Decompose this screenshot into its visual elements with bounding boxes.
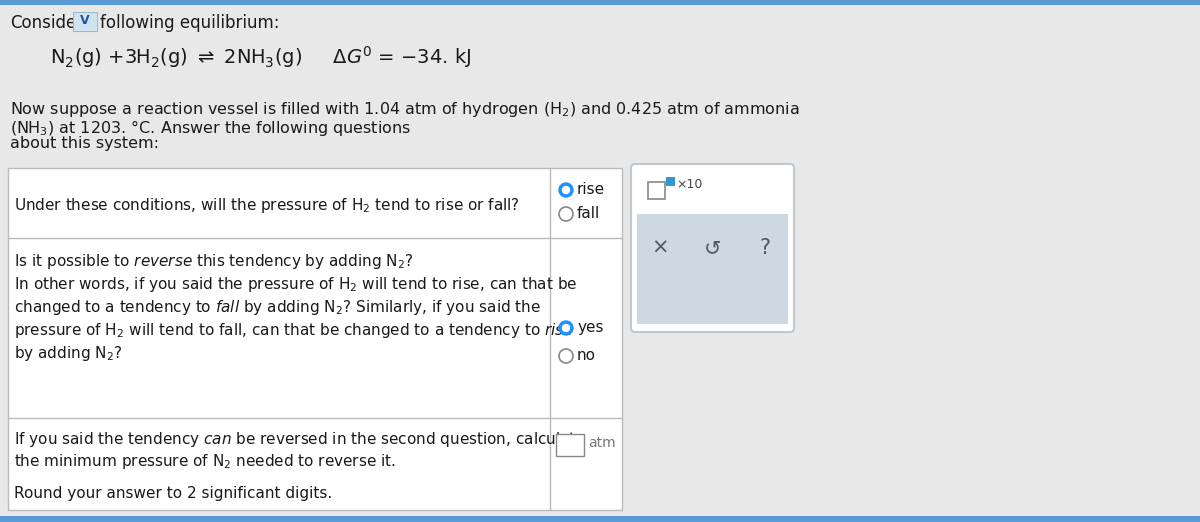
Text: no: no [577,348,596,363]
Circle shape [559,183,574,197]
Text: following equilibrium:: following equilibrium: [100,14,280,32]
Bar [556,434,584,456]
Text: pressure of H$_2$ will tend to fall, can that be changed to a tendency to $\it{r: pressure of H$_2$ will tend to fall, can… [14,321,574,340]
Circle shape [559,321,574,335]
Bar [8,168,622,510]
Text: In other words, if you said the pressure of H$_2$ will tend to rise, can that be: In other words, if you said the pressure… [14,275,577,294]
Bar [0,516,1200,522]
Text: the minimum pressure of N$_2$ needed to reverse it.: the minimum pressure of N$_2$ needed to … [14,452,396,471]
Text: Under these conditions, will the pressure of H$_2$ tend to rise or fall?: Under these conditions, will the pressur… [14,196,520,215]
Text: about this system:: about this system: [10,136,158,151]
Text: rise: rise [577,182,605,197]
FancyBboxPatch shape [631,164,794,332]
Text: atm: atm [588,436,616,450]
Text: ?: ? [760,238,770,258]
Text: V: V [80,14,90,27]
Circle shape [563,325,570,331]
Text: yes: yes [577,320,604,335]
Text: by adding N$_2$?: by adding N$_2$? [14,344,122,363]
Circle shape [563,186,570,194]
Text: If you said the tendency $\it{can}$ be reversed in the second question, calculat: If you said the tendency $\it{can}$ be r… [14,430,586,449]
Text: ×: × [652,238,668,258]
FancyBboxPatch shape [73,12,97,31]
Circle shape [559,207,574,221]
Circle shape [559,349,574,363]
Bar [637,214,788,324]
Text: fall: fall [577,206,600,221]
Text: (NH$_3$) at 1203. °C. Answer the following questions: (NH$_3$) at 1203. °C. Answer the followi… [10,118,412,138]
Bar [648,182,665,199]
Text: N$_2$(g) +3H$_2$(g) $\rightleftharpoons$ 2NH$_3$(g)     $\Delta G^0$ = $-$34. kJ: N$_2$(g) +3H$_2$(g) $\rightleftharpoons$… [50,44,472,70]
Text: Now suppose a reaction vessel is filled with 1.04 atm of hydrogen (H$_2$) and 0.: Now suppose a reaction vessel is filled … [10,100,799,119]
Text: ↺: ↺ [704,238,721,258]
Text: Round your answer to 2 significant digits.: Round your answer to 2 significant digit… [14,486,332,501]
Text: Conside: Conside [10,14,77,32]
Text: Is it possible to $\it{reverse}$ this tendency by adding N$_2$?: Is it possible to $\it{reverse}$ this te… [14,252,414,271]
Text: ×10: ×10 [676,178,702,191]
Bar [666,177,674,186]
Bar [0,0,1200,5]
Text: changed to a tendency to $\it{fall}$ by adding N$_2$? Similarly, if you said the: changed to a tendency to $\it{fall}$ by … [14,298,541,317]
